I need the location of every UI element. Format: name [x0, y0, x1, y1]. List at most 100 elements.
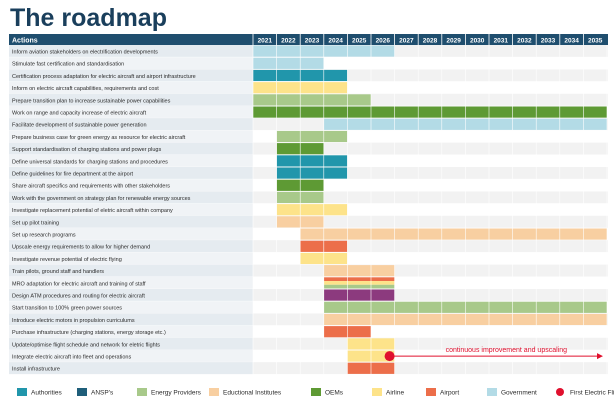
action-label: Inform on electric aircraft capabilities… — [12, 86, 159, 92]
year-label: 2025 — [352, 37, 367, 44]
year-label: 2032 — [517, 37, 532, 44]
year-label: 2033 — [541, 37, 556, 44]
legend-swatch — [77, 388, 87, 396]
action-label: Inform aviation stakeholders on electrif… — [12, 50, 158, 56]
gantt-bar — [323, 281, 395, 285]
action-cell — [9, 167, 253, 180]
year-label: 2026 — [376, 37, 391, 44]
action-label: Purchase infrastructure (charging statio… — [12, 330, 166, 336]
gantt-bar — [323, 289, 395, 301]
action-cell — [9, 45, 253, 58]
action-label: Support standardisation of charging stat… — [12, 147, 161, 153]
action-label: Update/optimise flight schedule and netw… — [12, 342, 160, 348]
action-label: Integrate electric aircraft into fleet a… — [12, 355, 131, 361]
gantt-bar — [253, 57, 324, 69]
legend-label: Airport — [440, 390, 459, 397]
legend-swatch — [487, 388, 497, 396]
gantt-bar — [253, 106, 607, 118]
action-cell — [9, 179, 253, 192]
gantt-bar — [323, 265, 395, 277]
year-label: 2034 — [564, 37, 579, 44]
first-electric-flight-marker — [384, 351, 395, 362]
legend-label: Eductional Institutes — [223, 390, 282, 397]
action-label: Set up research programs — [12, 233, 76, 239]
legend-swatch — [17, 388, 27, 396]
gantt-bar — [300, 228, 607, 240]
action-label: Start transition to 100% green power sou… — [12, 306, 122, 312]
year-label: 2022 — [281, 37, 296, 44]
table-header — [9, 34, 608, 45]
action-label: Investigate replacement potential of ele… — [12, 208, 173, 214]
legend-label: Energy Providers — [151, 390, 202, 397]
action-cell — [9, 350, 253, 363]
action-label: MRO adaptation for electric aircraft and… — [12, 281, 146, 287]
legend-label: OEMs — [325, 390, 344, 397]
action-label: Install infrastructure — [12, 367, 60, 373]
year-label: 2023 — [305, 37, 320, 44]
action-cell — [9, 325, 253, 338]
action-cell — [9, 252, 253, 265]
action-cell — [9, 228, 253, 241]
action-label: Train pilots, ground staff and handlers — [12, 269, 104, 275]
gantt-bar — [323, 284, 395, 289]
action-label: Prepare business case for green energy a… — [12, 135, 186, 141]
legend-label: Government — [501, 390, 537, 397]
action-label: Work with the government on strategy pla… — [12, 196, 191, 202]
gantt-bar — [276, 204, 348, 216]
legend-swatch — [311, 388, 321, 396]
legend-label: ANSP's — [91, 390, 114, 397]
action-label: Facilitate development of sustainable po… — [12, 123, 147, 129]
gantt-bar — [276, 130, 348, 143]
legend-swatch — [556, 388, 564, 396]
action-cell — [9, 93, 253, 106]
action-label: Define guidelines for fire department at… — [12, 172, 134, 178]
action-cell — [9, 118, 253, 131]
legend-label: Authorities — [31, 390, 62, 397]
action-cell — [9, 106, 253, 119]
header-actions-label: Actions — [12, 37, 38, 44]
action-cell — [9, 313, 253, 326]
action-label: Define universal standards for charging … — [12, 159, 168, 165]
gantt-bar — [253, 94, 371, 106]
year-label: 2035 — [588, 37, 603, 44]
gantt-bar — [276, 155, 348, 167]
action-label: Investigate revenue potential of electri… — [12, 257, 122, 263]
action-label: Work on range and capacity increase of e… — [12, 111, 147, 117]
legend-label: First Electric Flight — [570, 390, 614, 397]
action-cell — [9, 301, 253, 314]
action-cell — [9, 264, 253, 277]
legend-swatch — [372, 388, 382, 396]
legend-swatch — [137, 388, 147, 396]
milestone-label: continuous improvement and upscaling — [446, 347, 568, 354]
action-label: Upscale energy requirements to allow for… — [12, 245, 150, 251]
year-label: 2029 — [446, 37, 461, 44]
action-cell — [9, 81, 253, 94]
action-cell — [9, 289, 253, 302]
action-label: Set up pilot training — [12, 220, 59, 226]
action-cell — [9, 191, 253, 204]
action-label: Certification process adaptation for ele… — [12, 74, 196, 80]
milestone-arrow-head — [597, 353, 603, 360]
year-label: 2024 — [328, 37, 343, 44]
action-cell — [9, 142, 253, 155]
legend-swatch — [209, 388, 219, 396]
gantt-bar — [276, 167, 348, 179]
action-cell — [9, 276, 253, 289]
action-label: Design ATM procedures and routing for el… — [12, 294, 145, 300]
action-cell — [9, 203, 253, 216]
action-cell — [9, 130, 253, 143]
action-cell — [9, 215, 253, 228]
action-cell — [9, 240, 253, 253]
year-label: 2027 — [399, 37, 414, 44]
gantt-bar — [323, 277, 395, 282]
action-cell — [9, 69, 253, 82]
year-label: 2030 — [470, 37, 485, 44]
year-label: 2028 — [423, 37, 438, 44]
action-label: Stimulate fast certification and standar… — [12, 62, 124, 68]
action-label: Introduce electric motors in propulsion … — [12, 318, 135, 324]
year-label: 2021 — [258, 37, 273, 44]
legend-label: Airline — [386, 390, 404, 397]
action-label: Prepare transition plan to increase sust… — [12, 98, 171, 104]
action-cell — [9, 57, 253, 70]
